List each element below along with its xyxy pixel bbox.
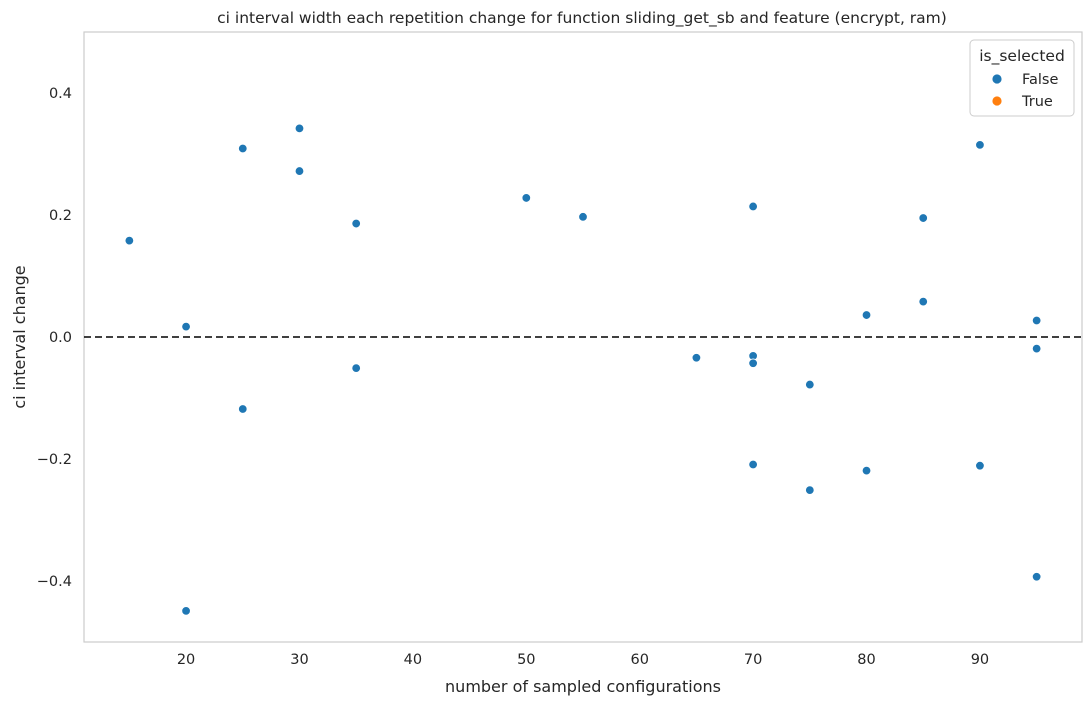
legend-label: True	[1021, 94, 1053, 110]
data-point	[691, 353, 702, 363]
data-point	[238, 404, 248, 414]
data-point	[805, 379, 815, 390]
legend-marker	[991, 95, 1003, 107]
data-point	[748, 358, 758, 368]
x-tick-label: 60	[630, 652, 648, 668]
data-point	[861, 465, 872, 476]
chart-title: ci interval width each repetition change…	[217, 9, 947, 28]
x-tick-label: 40	[404, 652, 422, 668]
data-point	[521, 193, 531, 203]
y-tick-label: 0.2	[49, 208, 72, 224]
data-point	[578, 212, 588, 222]
data-point	[238, 143, 248, 154]
x-axis-label: number of sampled configurations	[445, 677, 721, 696]
x-tick-label: 70	[744, 652, 762, 668]
data-point	[294, 123, 305, 134]
data-point	[351, 363, 361, 373]
data-point	[1031, 572, 1042, 582]
y-tick-labels: −0.4 −0.2 0.0 0.2 0.4	[37, 86, 72, 590]
data-point	[1031, 315, 1042, 326]
data-points	[124, 123, 1042, 616]
data-point	[1031, 343, 1042, 354]
data-point	[975, 461, 985, 471]
x-tick-label: 20	[177, 652, 195, 668]
data-point	[918, 296, 928, 307]
x-tick-labels: 20 30 40 50 60 70 80 90	[177, 652, 989, 668]
x-tick-label: 90	[971, 652, 989, 668]
legend-title: is_selected	[979, 47, 1065, 66]
legend-label: False	[1022, 72, 1058, 88]
y-axis-label: ci interval change	[10, 265, 29, 408]
x-tick-label: 50	[517, 652, 535, 668]
data-point	[918, 213, 928, 223]
data-point	[181, 321, 191, 332]
y-tick-label: 0.0	[49, 330, 72, 346]
x-tick-label: 80	[857, 652, 875, 668]
legend-marker	[991, 73, 1003, 85]
data-point	[805, 485, 815, 495]
data-point	[975, 140, 985, 150]
data-point	[748, 201, 758, 212]
data-point	[124, 235, 135, 246]
y-tick-label: 0.4	[49, 86, 72, 102]
data-point	[748, 459, 758, 470]
y-tick-label: −0.2	[37, 452, 72, 468]
x-tick-label: 30	[290, 652, 308, 668]
data-point	[351, 218, 361, 229]
data-point	[861, 310, 872, 320]
data-point	[181, 606, 191, 616]
legend: is_selected False True	[969, 39, 1075, 117]
data-point	[294, 166, 305, 176]
y-tick-label: −0.4	[37, 574, 72, 590]
